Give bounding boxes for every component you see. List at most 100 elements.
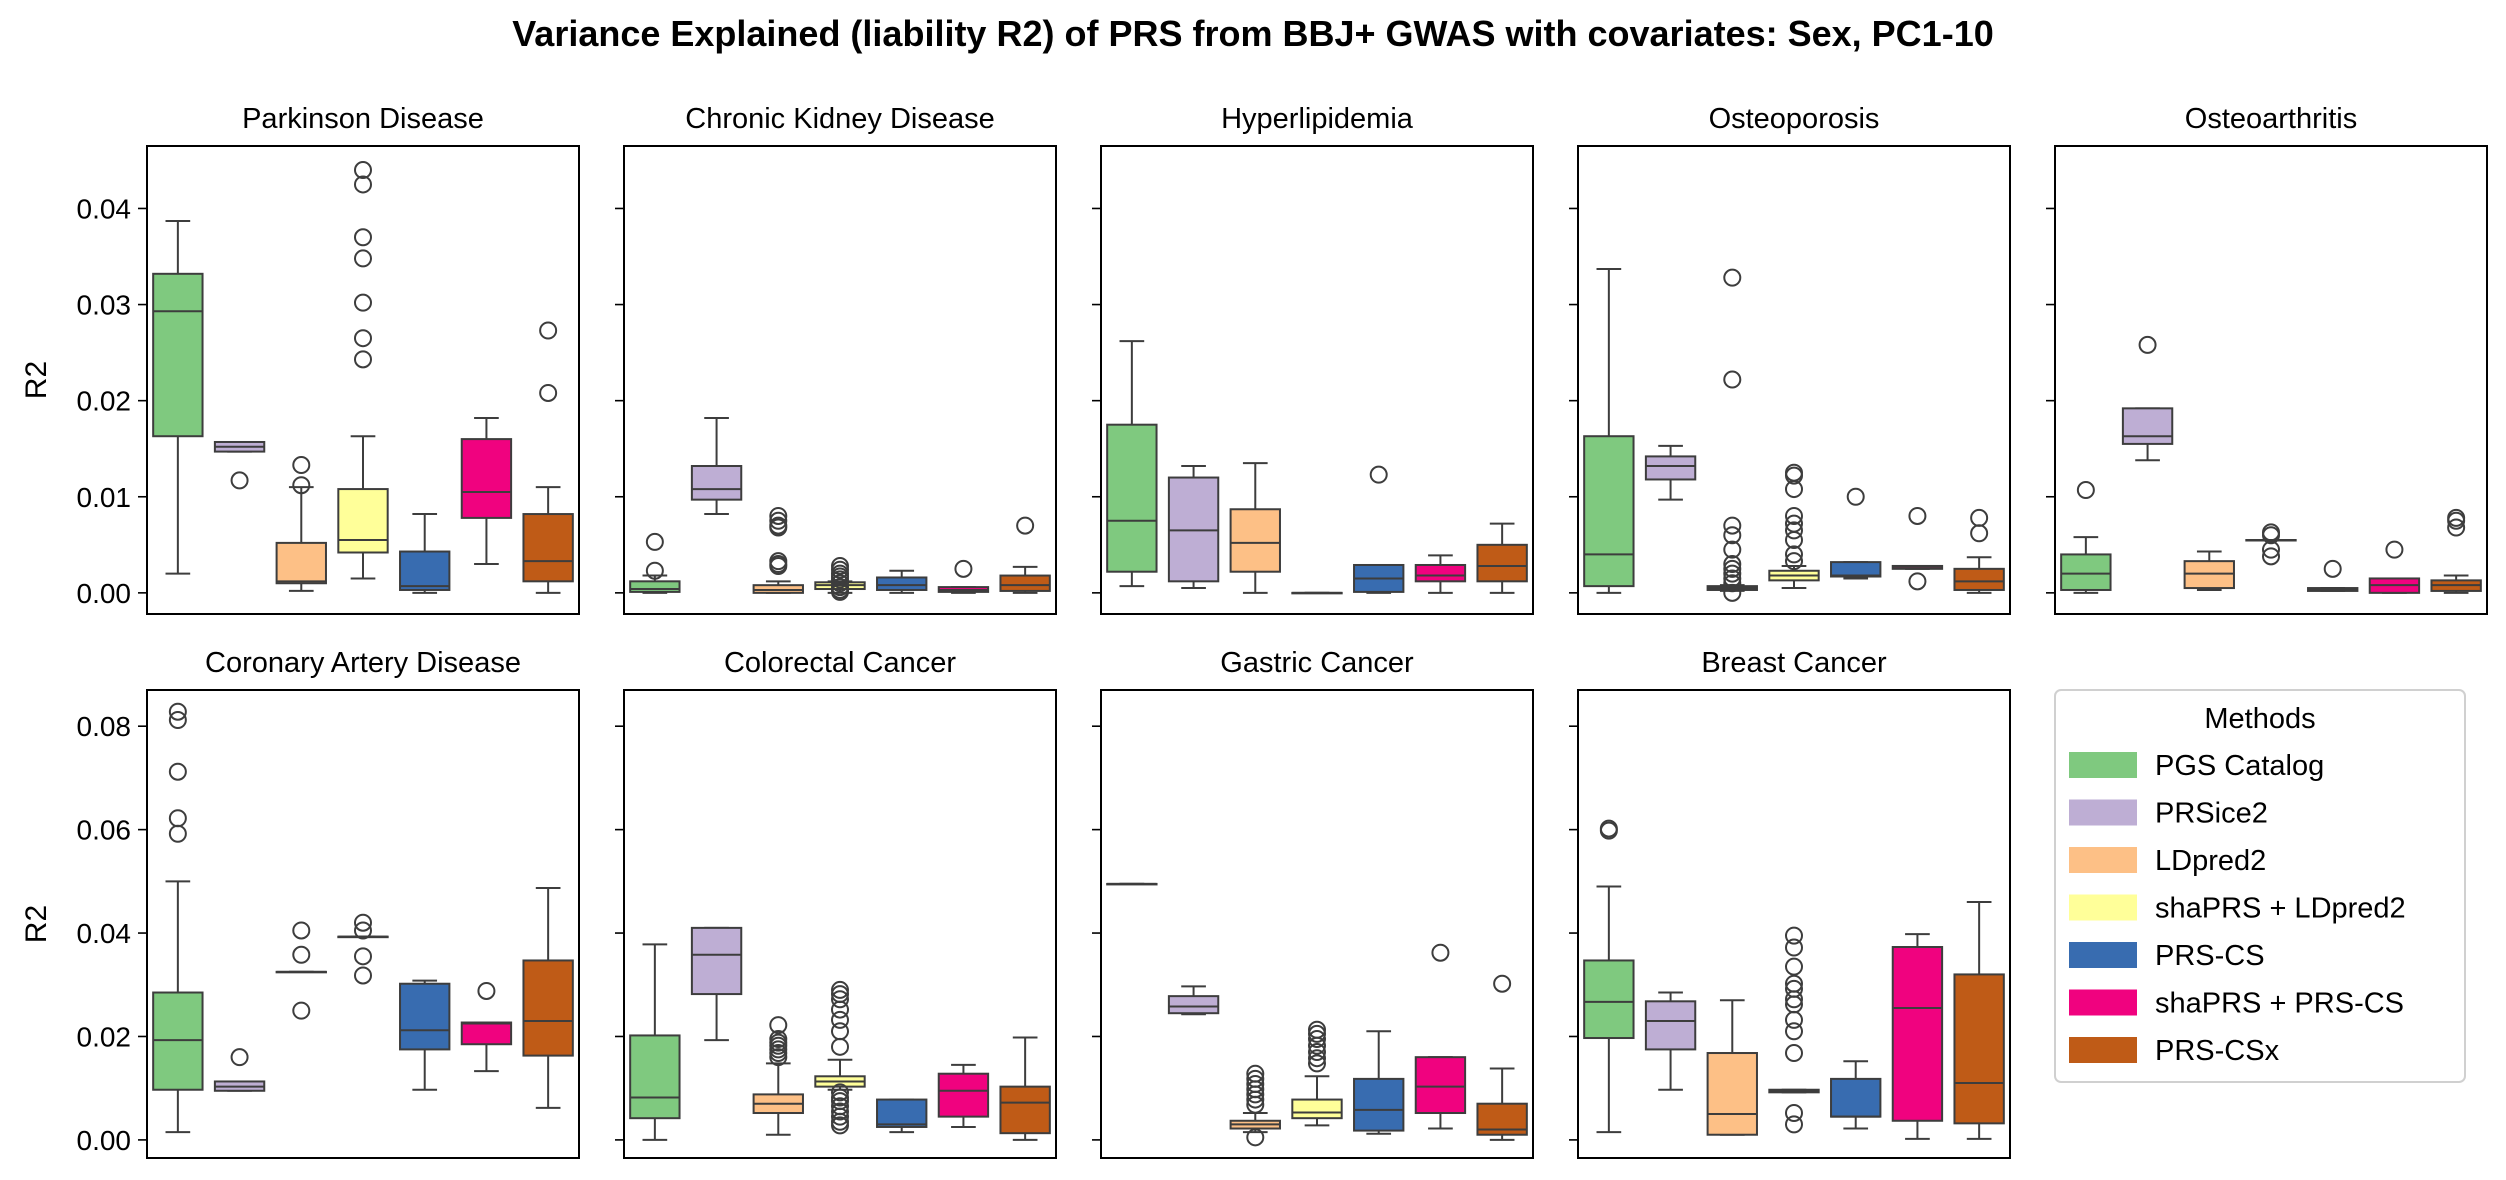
axes-frame (1100, 145, 1534, 615)
outlier-point (292, 921, 311, 940)
outlier-point (1785, 531, 1803, 550)
box-body (1706, 1052, 1758, 1136)
subplot: Chronic Kidney Disease (615, 103, 1057, 615)
outlier-point (1970, 524, 1989, 543)
box-prs-csx (1953, 508, 2005, 594)
outlier-point (539, 321, 558, 340)
box-prs-cs (876, 1098, 928, 1134)
outlier-point (1970, 508, 1989, 527)
box-body (337, 488, 389, 554)
box-body (1891, 946, 1944, 1122)
y-tick-label: 0.08 (77, 711, 132, 742)
box-shaprs-ldpred2 (1768, 926, 1820, 1134)
outlier-point (2262, 540, 2280, 559)
axes-frame (1577, 145, 2011, 615)
axes-frame (2054, 145, 2488, 615)
box-prs-cs (399, 979, 451, 1091)
box-body (1291, 1098, 1343, 1120)
legend-swatch (2069, 942, 2137, 968)
box-body (1229, 508, 1281, 573)
box-shaprs-prs-cs (937, 1063, 990, 1128)
outlier-point (1785, 1104, 1803, 1123)
outlier-point (1308, 1030, 1326, 1049)
outlier-point (831, 1116, 849, 1135)
subplot-title: Hyperlipidemia (1221, 103, 1414, 135)
box-body (522, 959, 574, 1057)
outlier-point (1785, 552, 1803, 571)
outlier-point (1785, 521, 1803, 540)
outlier-point (354, 329, 372, 348)
box-body (1830, 1077, 1882, 1118)
box-body (152, 991, 204, 1091)
box-shaprs-ldpred2 (1291, 1020, 1343, 1127)
legend: Methods PGS Catalog PRSice2 LDpred2 shaPRS +… (2054, 689, 2466, 1083)
box-body (999, 1085, 1051, 1135)
legend-item-label: shaPRS + LDpred2 (2155, 893, 2406, 925)
box-prs-csx (999, 516, 1051, 594)
outlier-point (2323, 559, 2342, 578)
box-pgs-catalog (152, 219, 204, 575)
box-prsice2 (1167, 465, 1220, 590)
box-prsice2 (1644, 991, 1697, 1091)
box-ldpred2 (1706, 268, 1758, 602)
y-axis-label: R2 (20, 905, 53, 943)
y-tick-label: 0.00 (77, 1125, 132, 1156)
box-body (690, 465, 743, 501)
legend-title: Methods (2204, 703, 2315, 735)
outlier-point (168, 809, 187, 828)
box-shaprs-ldpred2 (2245, 523, 2297, 566)
box-body (275, 541, 327, 585)
outlier-point (769, 1048, 788, 1067)
outlier-point (1785, 1022, 1803, 1041)
y-tick-label: 0.06 (77, 815, 132, 846)
outlier-point (1723, 370, 1742, 389)
outlier-point (1308, 1020, 1326, 1039)
axes-frame (146, 145, 580, 615)
legend-swatch (2069, 752, 2137, 778)
box-prsice2 (1644, 444, 1697, 501)
subplot-title: Parkinson Disease (242, 103, 484, 135)
box-body (460, 438, 513, 519)
box-prs-csx (522, 321, 574, 594)
subplot-title: Osteoporosis (1709, 103, 1880, 135)
outlier-point (831, 1022, 849, 1041)
outlier-point (1308, 1024, 1326, 1043)
box-body (876, 1098, 928, 1128)
y-tick-label: 0.04 (77, 193, 132, 224)
box-shaprs-ldpred2 (1291, 591, 1343, 595)
outlier-point (1723, 540, 1742, 559)
box-shaprs-prs-cs (937, 559, 990, 594)
box-body (1167, 995, 1220, 1015)
outlier-point (1723, 555, 1742, 574)
outlier-point (1908, 506, 1927, 525)
outlier-point (292, 1001, 311, 1020)
box-body (1106, 423, 1158, 573)
outlier-point (354, 161, 372, 180)
legend-item-label: PRS-CS (2155, 940, 2265, 972)
outlier-point (831, 1010, 849, 1029)
outlier-point (168, 824, 187, 843)
outlier-point (1785, 938, 1803, 957)
legend-swatch (2069, 1037, 2137, 1063)
outlier-point (292, 456, 311, 475)
outlier-point (477, 981, 496, 1000)
box-body (1476, 543, 1528, 583)
box-body (2121, 407, 2174, 445)
subplot: Breast Cancer (1569, 647, 2011, 1159)
outlier-point (831, 1107, 849, 1126)
outlier-point (1785, 1010, 1803, 1029)
box-ldpred2 (1229, 462, 1281, 594)
outlier-point (1723, 268, 1742, 287)
box-shaprs-ldpred2 (1768, 463, 1820, 590)
outlier-point (769, 511, 788, 530)
box-shaprs-ldpred2 (814, 980, 866, 1135)
outlier-point (1785, 957, 1803, 976)
subplot: Osteoarthritis (2046, 103, 2488, 615)
outlier-point (230, 471, 249, 490)
outlier-point (769, 1044, 788, 1063)
outlier-point (1785, 990, 1803, 1009)
box-shaprs-prs-cs (1414, 554, 1467, 594)
outlier-point (1308, 1049, 1326, 1068)
outlier-point (1246, 1085, 1265, 1104)
box-body (1414, 1056, 1467, 1115)
